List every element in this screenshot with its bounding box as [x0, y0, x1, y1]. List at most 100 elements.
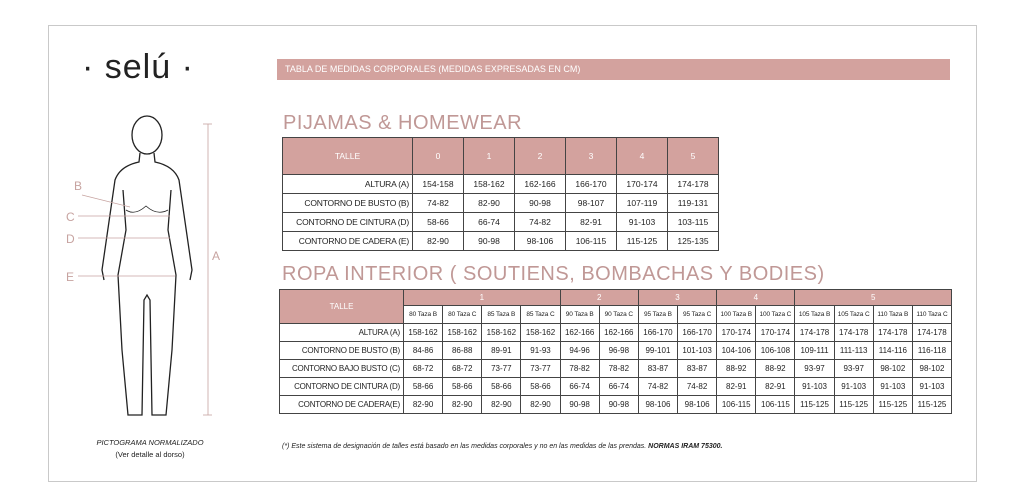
row-label: CONTORNO DE BUSTO (B)	[279, 341, 404, 360]
table-cell: 119-131	[667, 193, 719, 213]
table-cell: 158-162	[481, 323, 522, 342]
table-cell: 90-98	[463, 231, 515, 251]
row-label: CONTORNO BAJO BUSTO (C)	[279, 359, 404, 378]
table-row: CONTORNO DE CINTURA (D) 58-66 66-74 74-82 82…	[282, 212, 719, 232]
table-cell: 90-98	[598, 395, 639, 414]
table-cell: 91-93	[520, 341, 561, 360]
size-header: 5	[667, 137, 719, 175]
table-cell: 115-125	[616, 231, 668, 251]
table-cell: 74-82	[514, 212, 566, 232]
label-e: E	[66, 270, 74, 284]
table-cell: 88-92	[755, 359, 796, 378]
table-cell: 115-125	[911, 395, 953, 414]
table-row: ALTURA (A) 154-158 158-162 162-166 166-170 17…	[282, 174, 719, 194]
table-cell: 162-166	[598, 323, 639, 342]
table-cell: 94-96	[559, 341, 600, 360]
table-cell: 89-91	[481, 341, 522, 360]
footnote-text: (*) Este sistema de designación de talle…	[282, 443, 647, 450]
table-cell: 86-88	[442, 341, 483, 360]
cup-size-header: 80 Taza C	[442, 305, 483, 324]
table-cell: 82-90	[481, 395, 522, 414]
table-cell: 125-135	[667, 231, 719, 251]
cup-size-header: 90 Taza C	[598, 305, 639, 324]
table-cell: 170-174	[616, 174, 668, 194]
table-cell: 115-125	[794, 395, 835, 414]
table-cell: 174-178	[872, 323, 913, 342]
row-label: CONTORNO DE BUSTO (B)	[282, 193, 413, 213]
cup-size-header: 95 Taza C	[677, 305, 718, 324]
table-cell: 109-111	[794, 341, 835, 360]
label-c: C	[66, 210, 75, 224]
row-label: ALTURA (A)	[282, 174, 413, 194]
table-cell: 88-92	[716, 359, 757, 378]
table-row: CONTORNO DE CADERA(E) 82-90 82-90 82-90 82-9…	[279, 395, 953, 414]
table-cell: 174-178	[911, 323, 953, 342]
header-bar: TABLA DE MEDIDAS CORPORALES (MEDIDAS EXP…	[277, 59, 950, 80]
row-label: CONTORNO DE CINTURA (D)	[279, 377, 404, 396]
header-row: TALLE 0 1 2 3 4 5	[282, 137, 719, 175]
size-group-header: 1	[403, 289, 561, 306]
table-cell: 90-98	[559, 395, 600, 414]
table-cell: 98-106	[637, 395, 679, 414]
table-row: CONTORNO DE CADERA (E) 82-90 90-98 98-106 10…	[282, 231, 719, 251]
talle-header: TALLE	[282, 137, 413, 175]
size-group-header: 5	[794, 289, 953, 306]
size-header: 3	[565, 137, 617, 175]
table-cell: 58-66	[520, 377, 561, 396]
table-cell: 73-77	[481, 359, 522, 378]
table-cell: 58-66	[442, 377, 483, 396]
cup-header-row: 80 Taza B 80 Taza C 85 Taza B 85 Taza C 90 T…	[280, 305, 953, 324]
brand-logo: · selú ·	[82, 48, 194, 86]
pijamas-title: PIJAMAS & HOMEWEAR	[283, 112, 523, 134]
table-cell: 91-103	[616, 212, 668, 232]
label-a: A	[212, 249, 220, 263]
table-cell: 96-98	[598, 341, 639, 360]
table-row: CONTORNO DE CINTURA (D) 58-66 58-66 58-66 58…	[279, 377, 953, 396]
size-header: 4	[616, 137, 668, 175]
cup-size-header: 105 Taza C	[833, 305, 874, 324]
table-cell: 82-90	[412, 231, 464, 251]
table-cell: 74-82	[637, 377, 679, 396]
body-pictogram: B C D E A	[66, 115, 220, 416]
table-cell: 158-162	[442, 323, 483, 342]
table-cell: 83-87	[677, 359, 718, 378]
row-label: CONTORNO DE CADERA (E)	[282, 231, 413, 251]
cup-size-header: 110 Taza C	[911, 305, 953, 324]
cup-size-header: 100 Taza C	[755, 305, 796, 324]
table-cell: 66-74	[463, 212, 515, 232]
ropa-interior-size-table: TALLE 1 2 3 4 5 80 Taza B 80 Taza C 85 Taza B 85 …	[279, 289, 953, 414]
table-cell: 103-115	[667, 212, 719, 232]
table-cell: 74-82	[412, 193, 464, 213]
table-cell: 98-106	[514, 231, 566, 251]
cup-size-header: 90 Taza B	[559, 305, 600, 324]
row-label: CONTORNO DE CINTURA (D)	[282, 212, 413, 232]
table-cell: 174-178	[667, 174, 719, 194]
table-cell: 82-90	[442, 395, 483, 414]
table-cell: 174-178	[794, 323, 835, 342]
cup-size-header: 85 Taza C	[520, 305, 561, 324]
table-cell: 154-158	[412, 174, 464, 194]
cup-size-header: 85 Taza B	[481, 305, 522, 324]
table-cell: 101-103	[677, 341, 718, 360]
table-cell: 93-97	[833, 359, 874, 378]
size-group-header: 2	[559, 289, 639, 306]
table-cell: 93-97	[794, 359, 835, 378]
table-cell: 106-108	[755, 341, 796, 360]
table-cell: 91-103	[794, 377, 835, 396]
table-cell: 66-74	[598, 377, 639, 396]
table-cell: 104-106	[716, 341, 757, 360]
table-cell: 82-91	[716, 377, 757, 396]
table-cell: 166-170	[565, 174, 617, 194]
table-cell: 98-102	[911, 359, 953, 378]
table-cell: 166-170	[637, 323, 679, 342]
table-cell: 73-77	[520, 359, 561, 378]
table-row: ALTURA (A) 158-162 158-162 158-162 158-162 16…	[279, 323, 953, 342]
table-cell: 82-90	[402, 395, 444, 414]
table-cell: 106-115	[565, 231, 617, 251]
table-cell: 91-103	[833, 377, 874, 396]
table-cell: 68-72	[442, 359, 483, 378]
size-header: 0	[412, 137, 464, 175]
table-row: CONTORNO DE BUSTO (B) 74-82 82-90 90-98 98-1…	[282, 193, 719, 213]
table-cell: 68-72	[402, 359, 444, 378]
label-b: B	[74, 179, 82, 193]
